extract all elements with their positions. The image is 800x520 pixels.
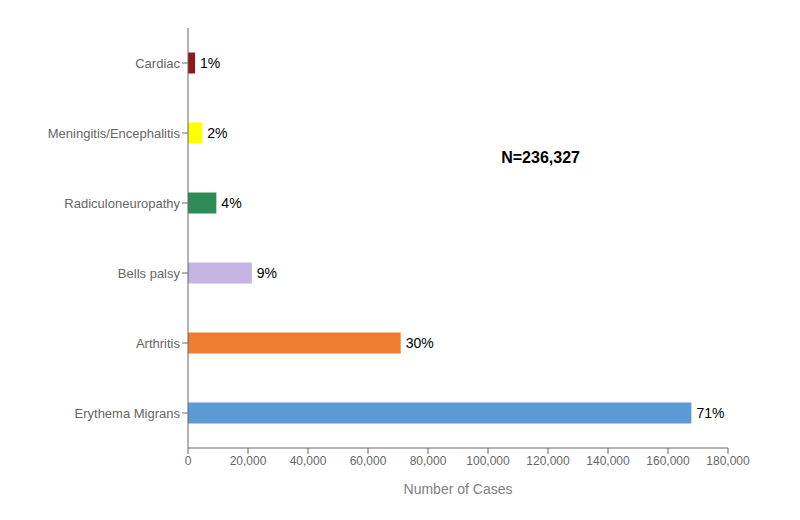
svg-text:140,000: 140,000 [586,454,630,468]
svg-text:20,000: 20,000 [230,454,267,468]
svg-text:Radiculoneuropathy: Radiculoneuropathy [64,196,180,211]
svg-text:120,000: 120,000 [526,454,570,468]
svg-text:100,000: 100,000 [466,454,510,468]
svg-text:30%: 30% [406,335,434,351]
svg-text:Bells palsy: Bells palsy [118,266,181,281]
svg-text:180,000: 180,000 [706,454,750,468]
svg-text:4%: 4% [221,195,241,211]
svg-text:Number of Cases: Number of Cases [404,481,513,497]
html-text:N=236,327: N=236,327 [501,149,580,167]
svg-text:1%: 1% [200,55,220,71]
svg-text:71%: 71% [696,405,724,421]
svg-text:60,000: 60,000 [350,454,387,468]
svg-text:0: 0 [185,454,192,468]
svg-text:9%: 9% [257,265,277,281]
svg-text:Meningitis/Encephalitis: Meningitis/Encephalitis [48,126,181,141]
svg-text:160,000: 160,000 [646,454,690,468]
svg-text:Cardiac: Cardiac [135,56,180,71]
svg-text:Erythema Migrans: Erythema Migrans [75,406,181,421]
svg-text:80,000: 80,000 [410,454,447,468]
svg-text:Arthritis: Arthritis [136,336,181,351]
svg-text:40,000: 40,000 [290,454,327,468]
svg-text:2%: 2% [207,125,227,141]
